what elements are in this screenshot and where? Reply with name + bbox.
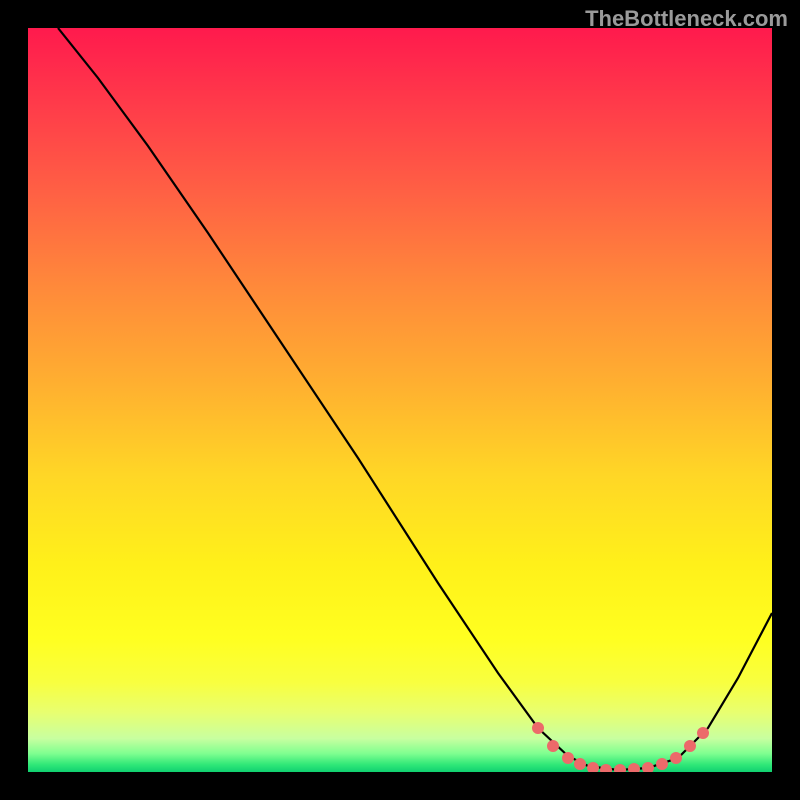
curve-marker [532, 722, 544, 734]
curve-marker [562, 752, 574, 764]
curve-marker [697, 727, 709, 739]
chart-svg [28, 28, 772, 772]
curve-marker [684, 740, 696, 752]
curve-marker [574, 758, 586, 770]
chart-background [28, 28, 772, 772]
curve-marker [547, 740, 559, 752]
chart-area [28, 28, 772, 772]
curve-marker [656, 758, 668, 770]
curve-marker [670, 752, 682, 764]
watermark-text: TheBottleneck.com [585, 6, 788, 32]
